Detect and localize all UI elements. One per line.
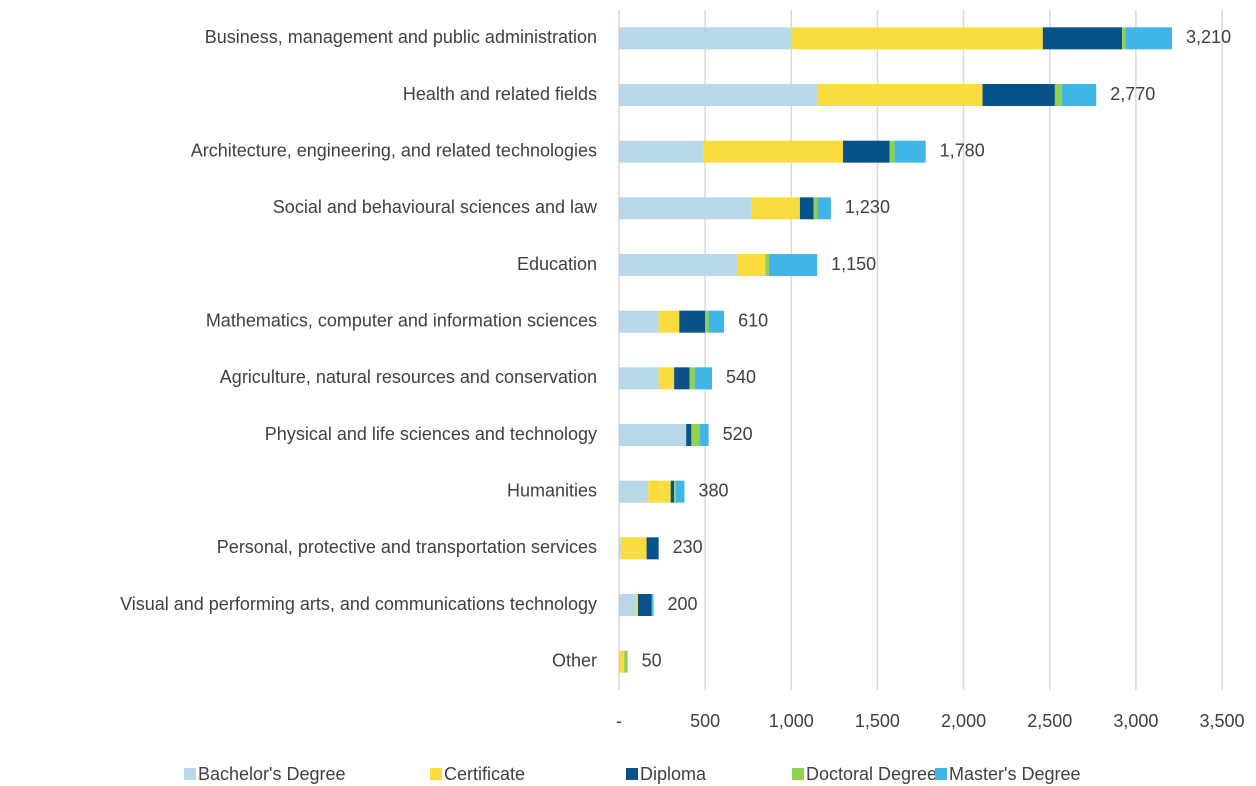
bar-segment (637, 594, 652, 616)
bar-segment (619, 480, 649, 503)
bar-segment (813, 197, 818, 220)
bar-segment (675, 480, 685, 503)
legend-swatch (626, 768, 638, 780)
bar-segment (619, 367, 659, 390)
bar-segment (689, 367, 695, 390)
bar-segment (658, 310, 680, 333)
bar-segment (620, 537, 647, 560)
bar-segment (1061, 84, 1097, 106)
bar-segment (765, 254, 769, 276)
bar-segment (751, 197, 800, 220)
bar-segment (619, 27, 792, 50)
x-tick-label: 1,500 (855, 711, 900, 731)
y-tick-label: Education (517, 254, 597, 274)
total-label: 520 (723, 424, 753, 444)
y-tick-label: Physical and life sciences and technolog… (265, 424, 597, 444)
y-tick-label: Social and behavioural sciences and law (273, 197, 598, 217)
total-label: 380 (698, 480, 728, 500)
y-tick-label: Agriculture, natural resources and conse… (220, 367, 597, 387)
total-label: 1,150 (831, 254, 876, 274)
x-tick-label: 3,000 (1113, 711, 1158, 731)
bar-segment (791, 27, 1043, 50)
total-label: 540 (726, 367, 756, 387)
bar-segment (670, 480, 675, 503)
x-tick-label: 500 (690, 711, 720, 731)
legend-label: Diploma (640, 764, 707, 784)
bar-segment (679, 310, 706, 333)
bar-segment (624, 650, 628, 673)
total-label: 610 (738, 310, 768, 330)
bar-segment (1042, 27, 1123, 50)
bar-segment (817, 197, 831, 220)
bar-segment (648, 480, 671, 503)
bar-segment (1125, 27, 1173, 50)
legend-swatch (430, 768, 442, 780)
legend-label: Certificate (444, 764, 525, 784)
bar-segment (817, 84, 983, 106)
bar-segment (646, 537, 659, 560)
bar-segment (889, 140, 895, 163)
y-tick-label: Personal, protective and transportation … (217, 537, 597, 557)
bar-segment (982, 84, 1055, 106)
x-tick-label: 2,000 (941, 711, 986, 731)
y-tick-label: Architecture, engineering, and related t… (191, 140, 597, 160)
total-label: 230 (673, 537, 703, 557)
bar-segment (705, 310, 709, 333)
legend-swatch (184, 768, 196, 780)
bar-segment (1054, 84, 1062, 106)
y-tick-label: Other (552, 650, 597, 670)
bar-segment (894, 140, 926, 163)
bar-segment (842, 140, 890, 163)
legend-swatch (935, 768, 947, 780)
x-tick-label: 1,000 (769, 711, 814, 731)
bar-segment (691, 424, 700, 446)
bar-segment (619, 650, 625, 673)
bar-segment (636, 594, 638, 616)
bar-segment (619, 310, 659, 333)
total-label: 1,780 (940, 140, 985, 160)
bar-segment (703, 140, 843, 163)
bar-segment (619, 140, 704, 163)
legend-swatch (792, 768, 804, 780)
bar-segment (686, 424, 692, 446)
y-tick-label: Health and related fields (403, 84, 597, 104)
x-tick-label: 2,500 (1027, 711, 1072, 731)
legend-label: Master's Degree (949, 764, 1080, 784)
total-label: 3,210 (1186, 27, 1231, 47)
bar-segment (619, 537, 621, 560)
y-tick-label: Mathematics, computer and information sc… (206, 310, 597, 330)
bar-segment (619, 594, 637, 616)
bar-segment (1122, 27, 1126, 50)
y-tick-label: Humanities (507, 480, 597, 500)
bar-segment (768, 254, 818, 276)
bar-segment (619, 197, 752, 220)
bar-segment (619, 254, 738, 276)
total-label: 1,230 (845, 197, 890, 217)
bar-segment (737, 254, 766, 276)
bar-segment (619, 424, 687, 446)
bar-segment (674, 367, 690, 390)
total-label: 2,770 (1110, 84, 1155, 104)
legend-label: Doctoral Degree (806, 764, 937, 784)
bar-segment (694, 367, 713, 390)
x-tick-label: - (616, 711, 622, 731)
bar-segment (799, 197, 814, 220)
bar-segment (674, 480, 676, 503)
bar-segment (658, 367, 675, 390)
bar-segment (699, 424, 709, 446)
bar-segment (651, 594, 654, 616)
y-tick-label: Visual and performing arts, and communic… (120, 594, 597, 614)
bar-segment (619, 84, 818, 106)
total-label: 200 (667, 594, 697, 614)
y-tick-label: Business, management and public administ… (205, 27, 597, 47)
x-tick-label: 3,500 (1199, 711, 1244, 731)
legend-label: Bachelor's Degree (198, 764, 346, 784)
bar-segment (708, 310, 725, 333)
total-label: 50 (642, 650, 662, 670)
